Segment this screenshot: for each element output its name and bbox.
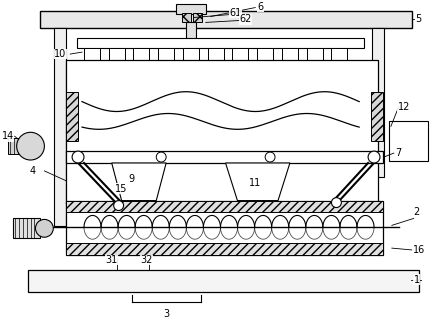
Polygon shape — [112, 163, 166, 201]
Bar — [176, 4, 206, 13]
Bar — [257, 48, 273, 62]
Text: 2: 2 — [413, 208, 420, 217]
Bar — [307, 48, 323, 62]
Text: 5: 5 — [416, 14, 422, 24]
Bar — [183, 48, 199, 62]
Bar — [66, 151, 383, 163]
Circle shape — [17, 132, 44, 160]
Text: 6: 6 — [257, 2, 263, 12]
Bar — [389, 121, 428, 161]
Bar — [134, 48, 149, 62]
Text: 61: 61 — [230, 8, 242, 17]
Bar — [182, 13, 191, 22]
Bar — [66, 60, 378, 204]
Bar — [109, 48, 125, 62]
Circle shape — [36, 219, 53, 237]
Bar — [158, 48, 174, 62]
Bar — [66, 92, 78, 141]
Text: 1: 1 — [413, 275, 420, 285]
Text: 12: 12 — [397, 102, 410, 112]
Text: 16: 16 — [412, 245, 425, 255]
Bar — [66, 201, 383, 255]
Circle shape — [368, 151, 380, 163]
Text: 7: 7 — [396, 148, 402, 158]
Bar — [332, 48, 347, 62]
Text: 11: 11 — [249, 178, 262, 188]
Bar — [40, 11, 412, 28]
Text: 10: 10 — [54, 49, 66, 59]
Bar — [77, 38, 364, 48]
Bar — [8, 138, 28, 154]
Circle shape — [156, 152, 166, 162]
Bar — [66, 243, 383, 255]
Circle shape — [114, 201, 123, 211]
Text: 14: 14 — [2, 131, 14, 141]
Bar — [28, 270, 419, 292]
Bar — [372, 28, 384, 177]
Circle shape — [332, 198, 341, 208]
Bar — [54, 28, 66, 226]
Bar — [193, 13, 202, 22]
Polygon shape — [226, 163, 290, 201]
Bar — [233, 48, 248, 62]
Bar — [84, 48, 100, 62]
Bar — [208, 48, 224, 62]
Bar — [66, 201, 383, 213]
Text: 4: 4 — [29, 166, 36, 176]
Text: 62: 62 — [239, 14, 252, 24]
Text: 9: 9 — [128, 174, 135, 184]
Bar — [371, 92, 383, 141]
Bar — [13, 218, 40, 238]
Circle shape — [265, 152, 275, 162]
Circle shape — [72, 151, 84, 163]
Bar — [282, 48, 298, 62]
Text: 31: 31 — [106, 255, 118, 265]
Text: 15: 15 — [115, 184, 128, 194]
Text: 3: 3 — [163, 310, 169, 319]
Text: 32: 32 — [140, 255, 153, 265]
Bar — [186, 22, 196, 40]
Bar — [40, 222, 48, 234]
